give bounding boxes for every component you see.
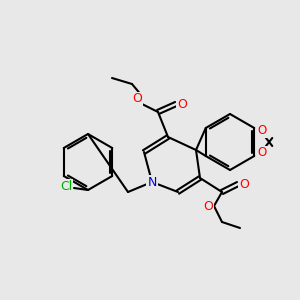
Text: O: O xyxy=(239,178,249,190)
Text: O: O xyxy=(132,92,142,106)
Text: O: O xyxy=(258,124,267,137)
Text: Cl: Cl xyxy=(60,179,72,193)
Text: O: O xyxy=(203,200,213,212)
Text: O: O xyxy=(258,146,267,160)
Text: N: N xyxy=(147,176,157,188)
Text: O: O xyxy=(177,98,187,110)
